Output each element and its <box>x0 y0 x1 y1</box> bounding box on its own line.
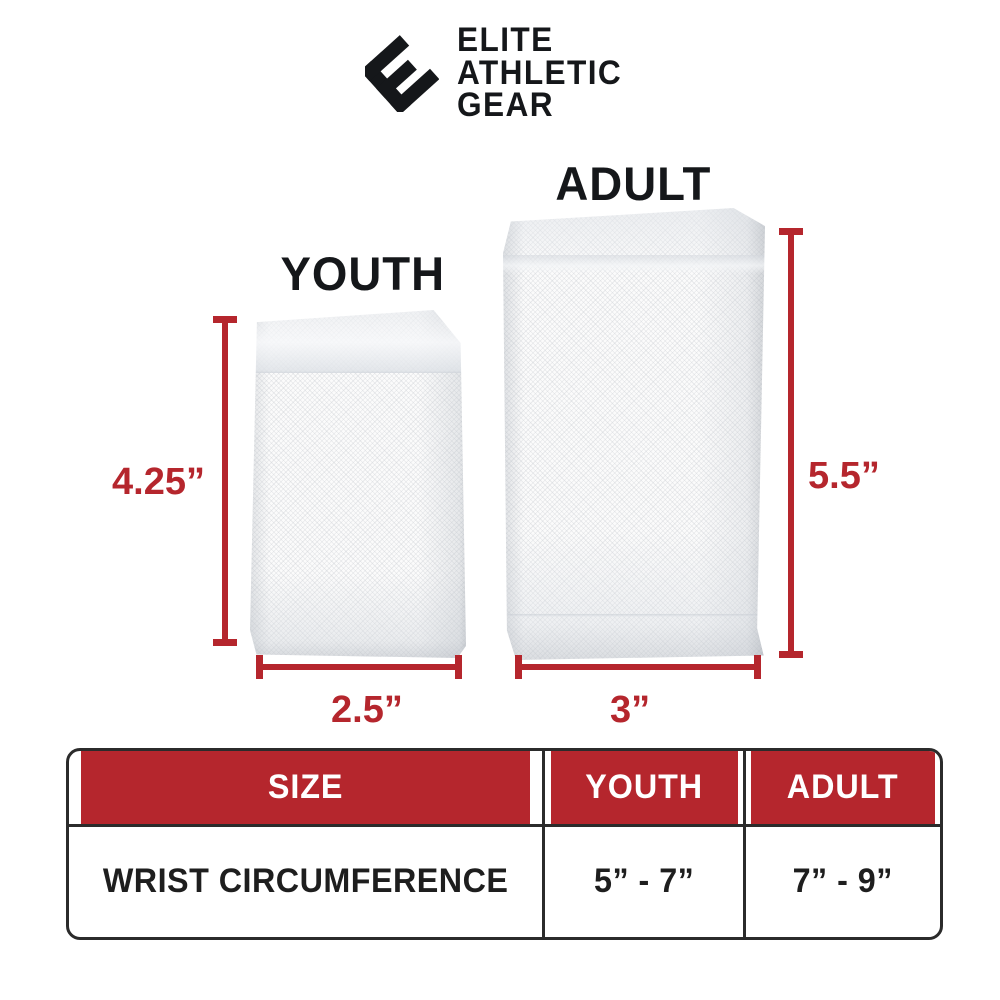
youth-height-dimension-line <box>213 316 237 646</box>
youth-width-dimension-label: 2.5” <box>331 689 403 731</box>
youth-wrist-sleeve-image <box>250 310 466 658</box>
elite-e-monogram-icon <box>365 35 440 112</box>
row-value-adult: 7” - 9” <box>748 825 936 937</box>
adult-width-dimension-label: 3” <box>610 689 651 731</box>
brand-wordmark-line-1: ELITE <box>457 21 554 59</box>
row-label-wrist-circumference: WRIST CIRCUMFERENCE <box>80 825 534 937</box>
adult-sleeve-top-band <box>503 255 765 274</box>
adult-sleeve-shading <box>503 208 765 660</box>
adult-product-heading: ADULT <box>555 157 712 210</box>
adult-wrist-sleeve-image <box>503 208 765 660</box>
youth-height-dimension-label: 4.25” <box>112 461 205 503</box>
size-table-element: SIZE YOUTH ADULT WRIST CIRCUMFERENCE 5” … <box>69 751 940 937</box>
brand-header: ELITE ATHLETIC GEAR <box>0 21 1000 125</box>
row-value-youth: 5” - 7” <box>548 825 741 937</box>
table-header-size: SIZE <box>80 751 534 827</box>
youth-product-heading: YOUTH <box>280 247 445 300</box>
adult-height-dimension-label: 5.5” <box>808 455 880 497</box>
size-table-body: WRIST CIRCUMFERENCE 5” - 7” 7” - 9” <box>69 825 940 937</box>
size-table-head: SIZE YOUTH ADULT <box>69 751 940 827</box>
adult-width-dimension-line <box>515 655 761 679</box>
table-header-row: SIZE YOUTH ADULT <box>69 751 940 827</box>
table-header-youth: YOUTH <box>548 751 741 827</box>
youth-sleeve-top-band <box>250 316 466 373</box>
brand-wordmark: ELITE ATHLETIC GEAR <box>457 21 635 125</box>
table-header-adult: ADULT <box>748 751 936 827</box>
brand-wordmark-line-3: GEAR <box>457 86 555 125</box>
table-row: WRIST CIRCUMFERENCE 5” - 7” 7” - 9” <box>69 825 940 937</box>
size-chart-table: SIZE YOUTH ADULT WRIST CIRCUMFERENCE 5” … <box>66 748 943 940</box>
youth-width-dimension-line <box>256 655 462 679</box>
adult-sleeve-bottom-hem <box>508 614 760 618</box>
brand-wordmark-line-2: ATHLETIC <box>457 53 623 92</box>
adult-height-dimension-line <box>779 228 803 658</box>
